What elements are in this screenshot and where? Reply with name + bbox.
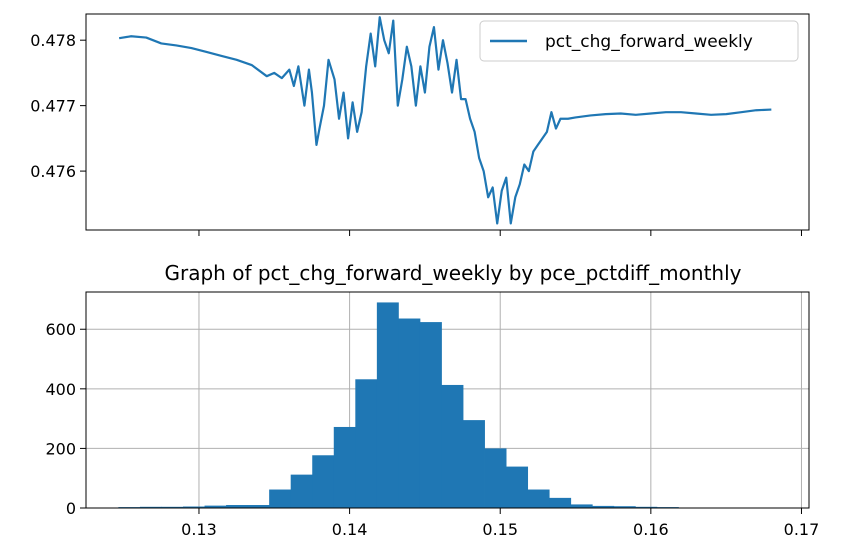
bottom-axes-frame	[85, 291, 810, 509]
histogram-bar	[290, 474, 313, 508]
histogram-bar	[506, 466, 529, 508]
bottom-x-tick-label: 0.14	[332, 520, 368, 539]
histogram-bar	[139, 506, 162, 508]
histogram-bar	[226, 505, 249, 508]
top-axes-frame	[85, 13, 810, 231]
histogram-bar	[463, 420, 485, 508]
top-y-ticks: 0.476 0.477 0.478	[30, 31, 86, 181]
bottom-x-tick-label: 0.13	[181, 520, 217, 539]
legend: pct_chg_forward_weekly	[479, 20, 799, 62]
series-line-pct-chg-forward-weekly	[118, 16, 772, 225]
bottom-x-tick-label: 0.16	[633, 520, 669, 539]
histogram-bar	[312, 455, 335, 508]
histogram-bar	[549, 497, 572, 508]
top-y-tick-label: 0.477	[30, 97, 76, 116]
histogram-bar	[269, 489, 292, 508]
histogram-bars	[118, 302, 765, 508]
histogram-bar	[161, 506, 184, 508]
histogram-bar	[527, 489, 550, 508]
legend-box	[479, 20, 799, 62]
bottom-y-tick-label: 600	[45, 320, 76, 339]
bottom-x-tick-label: 0.15	[482, 520, 518, 539]
histogram-bar	[592, 505, 615, 508]
histogram-bar	[419, 322, 442, 508]
histogram-bar	[204, 505, 227, 508]
bottom-histogram-chart: Graph of pct_chg_forward_weekly by pce_p…	[45, 261, 819, 539]
histogram-title: Graph of pct_chg_forward_weekly by pce_p…	[165, 261, 742, 285]
top-y-tick-label: 0.478	[30, 31, 76, 50]
bottom-y-tick-label: 0	[66, 499, 76, 518]
top-line-chart: 0.476 0.477 0.478 pct_chg_forward_weekly	[30, 13, 810, 236]
histogram-bar	[355, 379, 378, 508]
legend-label: pct_chg_forward_weekly	[545, 32, 753, 52]
bottom-ticks: 0.13 0.14 0.15 0.16 0.17 0 200 400 600	[45, 320, 819, 539]
bottom-y-tick-label: 200	[45, 439, 76, 458]
histogram-bar	[484, 448, 507, 508]
histogram-bar	[635, 506, 658, 508]
top-series-group	[118, 16, 772, 225]
top-x-ticks	[198, 230, 802, 236]
histogram-bar	[570, 504, 593, 508]
bottom-y-tick-label: 400	[45, 380, 76, 399]
bottom-x-tick-label: 0.17	[784, 520, 820, 539]
histogram-bar	[441, 384, 464, 508]
histogram-bar	[247, 505, 270, 508]
histogram-bar	[613, 506, 636, 508]
histogram-bar	[183, 506, 205, 508]
histogram-bar	[398, 318, 421, 508]
histogram-bar	[333, 426, 356, 508]
top-y-tick-label: 0.476	[30, 162, 76, 181]
histogram-bar	[376, 302, 399, 508]
